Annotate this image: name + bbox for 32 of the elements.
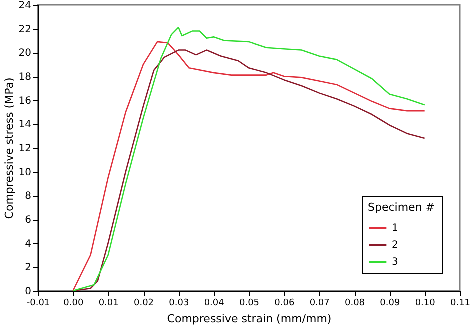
y-axis-title: Compressive stress (MPa) bbox=[2, 78, 16, 220]
x-tick-label: 0.10 bbox=[415, 298, 436, 308]
x-tick-label: 0.04 bbox=[204, 298, 225, 308]
y-tick-label: 10 bbox=[18, 167, 32, 178]
legend-label: 2 bbox=[392, 240, 398, 251]
x-tick-label: 0.00 bbox=[64, 298, 84, 308]
legend-label: 3 bbox=[392, 257, 398, 268]
x-tick-label: 0.02 bbox=[134, 298, 154, 308]
y-tick-label: 24 bbox=[18, 0, 32, 12]
y-tick-label: 2 bbox=[25, 262, 32, 274]
x-tick-label: 0.03 bbox=[169, 298, 190, 308]
legend-label: 1 bbox=[392, 223, 398, 234]
x-tick-label: 0.01 bbox=[98, 298, 119, 308]
y-tick-label: 20 bbox=[18, 48, 32, 60]
y-tick-label: 14 bbox=[18, 120, 32, 131]
y-tick-label: 0 bbox=[25, 286, 32, 298]
y-tick-label: 22 bbox=[18, 24, 32, 36]
x-tick-label: 0.07 bbox=[310, 298, 330, 308]
x-tick-label: 0.09 bbox=[380, 298, 400, 308]
x-tick-label: 0.06 bbox=[274, 298, 295, 308]
x-tick-label: 0.11 bbox=[450, 298, 471, 308]
x-tick-label: 0.05 bbox=[239, 298, 260, 308]
y-tick-label: 12 bbox=[18, 144, 32, 154]
y-tick-label: 6 bbox=[25, 215, 32, 226]
x-tick-label: -0.01 bbox=[26, 298, 50, 308]
y-tick-label: 4 bbox=[25, 238, 32, 250]
x-axis-title: Compressive strain (mm/mm) bbox=[167, 312, 332, 326]
y-tick-label: 16 bbox=[18, 96, 32, 107]
x-tick-label: 0.08 bbox=[344, 298, 366, 308]
y-tick-label: 18 bbox=[18, 72, 32, 83]
legend-title: Specimen # bbox=[368, 201, 436, 214]
y-tick-label: 8 bbox=[25, 191, 32, 202]
